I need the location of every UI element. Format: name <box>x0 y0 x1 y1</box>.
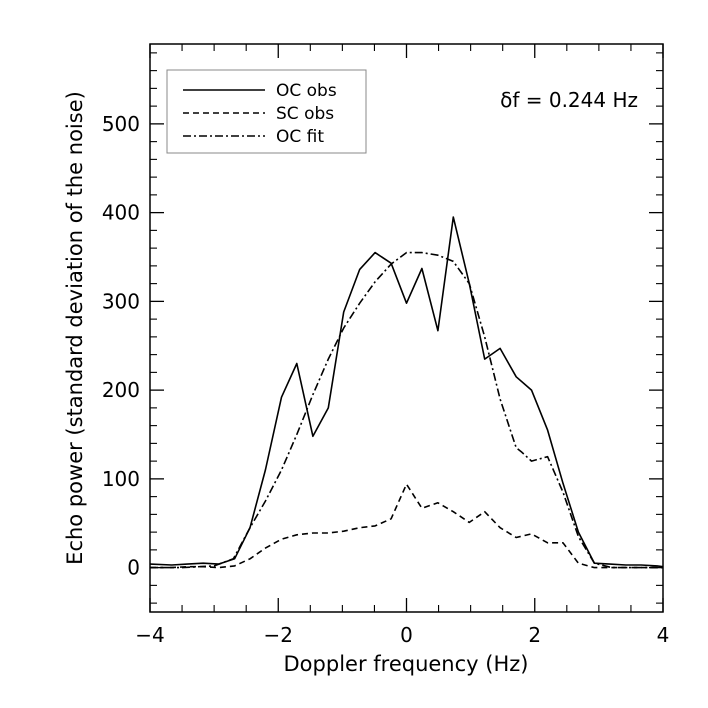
y-tick-label: 400 <box>102 201 140 225</box>
y-axis-tick-labels: 0 100 200 300 400 500 <box>102 112 140 580</box>
y-tick-label: 0 <box>127 556 140 580</box>
x-axis-label: Doppler frequency (Hz) <box>284 652 529 676</box>
x-tick-label: 2 <box>528 623 541 647</box>
x-tick-label: −4 <box>135 623 164 647</box>
y-axis-ticks <box>150 52 663 604</box>
legend-box <box>166 69 367 154</box>
y-axis-label: Echo power (standard deviation of the no… <box>63 91 87 565</box>
x-tick-label: −2 <box>264 623 293 647</box>
series-layer <box>149 216 664 569</box>
series-line-oc-fit <box>150 251 663 569</box>
x-tick-label: 4 <box>657 623 670 647</box>
series-line-sc-obs <box>150 483 663 569</box>
y-tick-label: 200 <box>102 378 140 402</box>
x-axis-tick-labels: −4 −2 0 2 4 <box>135 623 669 647</box>
legend-label-sc-obs: SC obs <box>276 104 334 124</box>
legend-label-oc-fit: OC fit <box>276 127 324 147</box>
resolution-annotation: δf = 0.244 Hz <box>500 88 638 112</box>
legend: OC obs SC obs OC fit <box>166 69 367 154</box>
series-line-oc-obs <box>149 216 664 568</box>
x-axis-ticks <box>149 44 664 612</box>
legend-label-oc-obs: OC obs <box>276 81 337 101</box>
y-tick-label: 300 <box>102 289 140 313</box>
y-tick-label: 500 <box>102 112 140 136</box>
x-tick-label: 0 <box>400 623 413 647</box>
y-tick-label: 100 <box>102 467 140 491</box>
